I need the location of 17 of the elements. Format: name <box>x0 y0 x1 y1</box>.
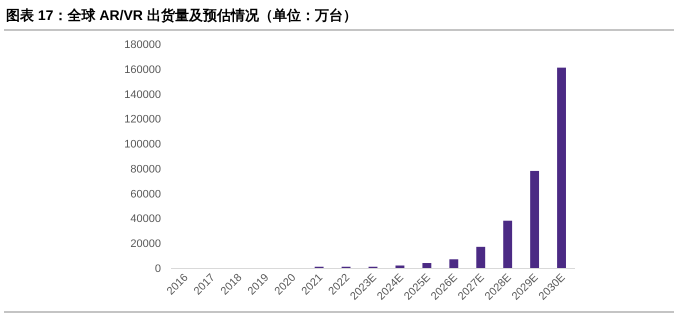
y-tick-label: 100000 <box>124 138 161 151</box>
chart-title: 图表 17：全球 AR/VR 出货量及预估情况（单位：万台） <box>6 7 357 23</box>
bar <box>422 263 432 268</box>
bar <box>530 170 540 268</box>
bar <box>557 68 566 268</box>
y-tick-label: 120000 <box>124 114 161 126</box>
y-tick-label: 140000 <box>124 88 161 101</box>
y-tick-label: 180000 <box>124 39 161 51</box>
bar <box>476 246 486 268</box>
y-tick-label: 20000 <box>130 238 161 250</box>
y-tick-label: 40000 <box>130 213 161 226</box>
y-tick-label: 0 <box>154 263 161 275</box>
bar <box>449 259 458 268</box>
bar <box>503 220 512 268</box>
y-tick-label: 80000 <box>130 163 161 176</box>
y-tick-label: 60000 <box>130 188 161 200</box>
y-tick-label: 160000 <box>124 64 161 76</box>
